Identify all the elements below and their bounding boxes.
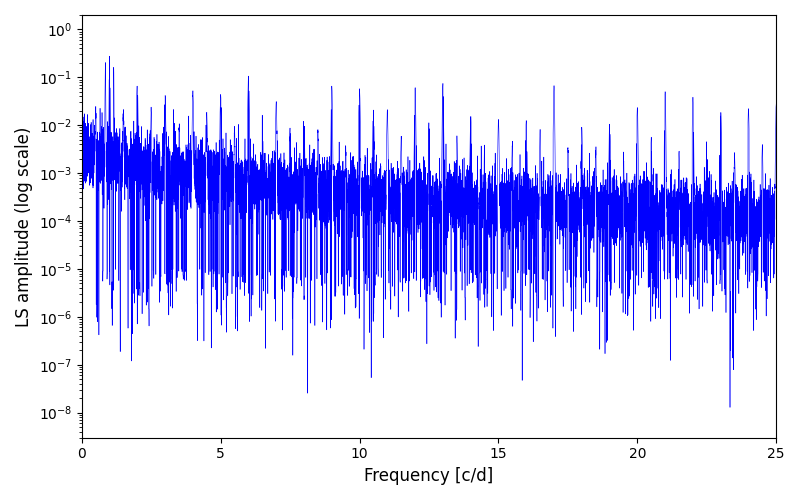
Y-axis label: LS amplitude (log scale): LS amplitude (log scale) <box>15 126 33 326</box>
X-axis label: Frequency [c/d]: Frequency [c/d] <box>364 467 494 485</box>
